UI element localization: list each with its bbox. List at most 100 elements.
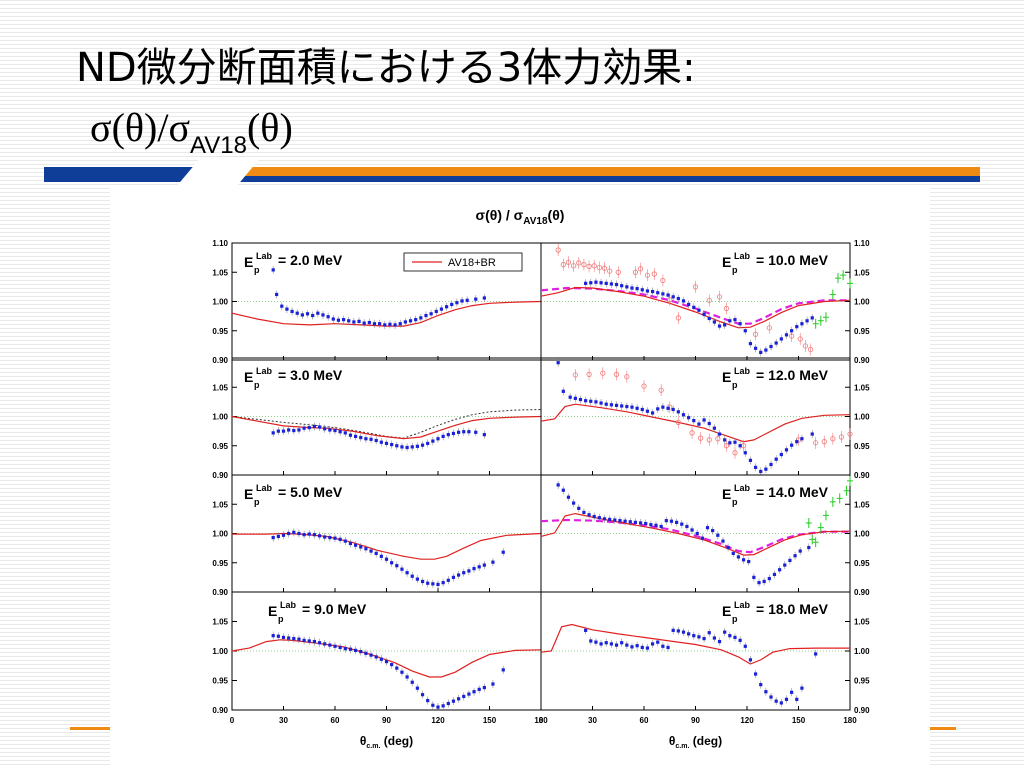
panel-5: 0.90 0.95 1.00 1.05 E p Lab = 12.0 MeV	[540, 357, 870, 480]
y-tick-label: 0.95	[212, 677, 228, 686]
data-point	[477, 687, 481, 691]
y-tick-label: 0.95	[212, 327, 228, 336]
data-point	[295, 311, 299, 315]
data-point	[302, 533, 306, 537]
data-point	[348, 647, 353, 651]
data-point	[772, 572, 777, 577]
data-point	[491, 560, 495, 564]
data-point-open	[752, 331, 759, 337]
data-point	[431, 439, 435, 443]
data-point	[364, 547, 368, 551]
data-point	[741, 558, 746, 562]
data-point	[439, 307, 444, 311]
data-point-open	[698, 435, 704, 441]
data-point-open	[667, 297, 673, 303]
slide-title: ND微分断面積における3体力効果:	[76, 45, 696, 91]
data-point	[712, 426, 716, 430]
data-point	[457, 573, 461, 577]
y-tick-label: 0.95	[854, 559, 870, 568]
data-point-open	[706, 437, 712, 443]
data-point	[414, 318, 418, 322]
data-point	[599, 281, 603, 285]
data-point	[410, 680, 414, 684]
data-point	[640, 288, 644, 292]
data-point	[482, 433, 486, 437]
data-point	[630, 286, 634, 290]
data-point-cross	[847, 475, 853, 486]
data-point	[415, 444, 419, 448]
data-point	[681, 299, 686, 303]
y-tick-label: 1.00	[854, 413, 870, 422]
data-point	[400, 445, 404, 449]
data-point	[451, 575, 456, 579]
data-point	[359, 545, 363, 549]
data-point-open	[692, 284, 699, 290]
data-point	[707, 316, 711, 321]
data-point	[599, 401, 603, 405]
data-point	[359, 435, 363, 440]
data-point-open	[644, 272, 651, 278]
data-point	[681, 630, 686, 634]
x-axis-title: θc.m. (deg)	[669, 734, 722, 750]
data-point	[702, 637, 706, 641]
data-point	[317, 534, 322, 538]
data-point	[608, 517, 612, 522]
data-point	[383, 323, 387, 327]
data-point	[307, 639, 311, 643]
data-point	[810, 432, 814, 436]
data-point	[467, 692, 471, 696]
data-point	[697, 422, 701, 426]
data-point	[666, 645, 670, 650]
data-point-cross	[836, 493, 843, 504]
data-point	[457, 697, 461, 701]
data-point	[644, 521, 648, 526]
data-point	[702, 312, 706, 316]
energy-label-e: E	[722, 603, 731, 619]
chart-title-subscript: AV18	[523, 216, 548, 227]
data-point	[594, 640, 598, 644]
panel-2: 0.90 0.95 1.00 1.05 E p Lab = 5.0 MeV	[212, 474, 542, 597]
data-point	[764, 348, 768, 352]
data-point	[444, 305, 449, 309]
data-point	[712, 636, 716, 640]
data-point	[290, 309, 294, 314]
data-point	[743, 644, 747, 648]
data-point	[592, 514, 596, 519]
energy-label-value: = 5.0 MeV	[278, 484, 343, 500]
data-point	[410, 445, 414, 449]
data-point	[338, 430, 342, 434]
data-point	[369, 437, 373, 441]
data-point-open	[802, 343, 808, 349]
data-point	[645, 646, 650, 650]
data-point	[436, 705, 440, 709]
data-point	[723, 438, 727, 442]
data-point	[426, 441, 430, 446]
data-point-open	[571, 263, 577, 269]
data-point	[403, 320, 407, 324]
data-point-open	[821, 439, 827, 445]
data-point	[395, 444, 399, 448]
data-point	[733, 318, 737, 322]
y-tick-label: 0.95	[212, 442, 228, 451]
data-point	[769, 695, 773, 699]
data-point	[457, 430, 461, 434]
data-point	[676, 629, 680, 633]
data-point	[711, 528, 715, 533]
data-point	[408, 319, 413, 323]
data-point	[398, 322, 402, 326]
chart: σ(θ) / σAV18(θ) 0.90 0.95 1.00 1.05 1.10 E p La…	[212, 207, 870, 750]
data-point	[656, 291, 660, 295]
energy-label-value: = 12.0 MeV	[756, 367, 829, 383]
data-point	[462, 430, 466, 434]
y-tick-label: 1.05	[854, 500, 870, 509]
data-point	[561, 389, 565, 393]
panel-frame	[231, 591, 542, 711]
data-point-open	[555, 247, 561, 253]
data-point	[635, 287, 639, 291]
data-point	[276, 534, 280, 539]
x-tick-label: 120	[431, 716, 445, 725]
data-point	[681, 413, 686, 417]
data-point	[323, 642, 327, 646]
data-point	[374, 551, 378, 555]
